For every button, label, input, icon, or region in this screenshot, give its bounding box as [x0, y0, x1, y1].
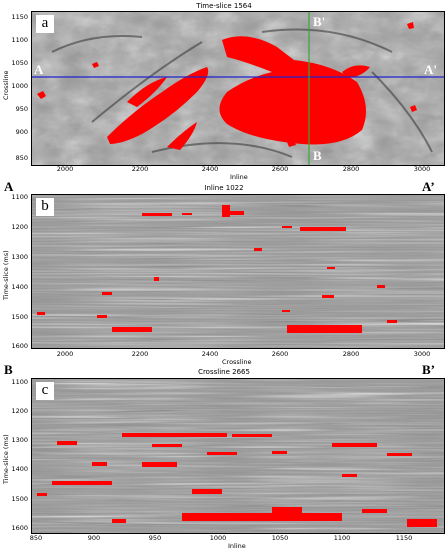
panel-c-title: Crossline 2665 — [198, 368, 250, 376]
panel-c-xtick: 1100 — [333, 534, 351, 542]
panel-c-xtick: 1150 — [395, 534, 413, 542]
marker-B-top: B' — [313, 14, 326, 29]
panel-a-ytick: 850 — [15, 154, 28, 162]
anomaly-bodies — [37, 22, 417, 150]
panel-c-xtick: 950 — [148, 534, 162, 542]
panel-a-ytick: 1150 — [11, 13, 28, 21]
panel-c-ytick: 1300 — [11, 436, 28, 444]
panel-a-ytick: 950 — [15, 105, 28, 113]
marker-B-left-c: B — [4, 362, 13, 377]
panel-b-ytick: 1100 — [11, 193, 28, 201]
time-slice-map: A A' B' B a — [31, 11, 445, 166]
marker-A-right: A' — [424, 62, 437, 77]
panel-c-ytick: 1400 — [11, 465, 28, 473]
panel-a-xtick: 3000 — [413, 165, 431, 173]
panel-b-xtick: 2000 — [56, 350, 74, 358]
panel-a-ytick: 1050 — [11, 59, 28, 67]
anomaly-bodies — [37, 433, 437, 527]
panel-b-title: Inline 1022 — [204, 184, 244, 192]
marker-B-right-c: B’ — [422, 362, 435, 377]
panel-b-ytick: 1500 — [11, 313, 28, 321]
panel-c-xtick: 900 — [87, 534, 101, 542]
panel-b-ytick: 1600 — [11, 342, 28, 350]
panel-a: Time-slice 1564 Crossline 1150 1100 1050… — [0, 0, 448, 181]
panel-b-ytick: 1200 — [11, 223, 28, 231]
panel-c-xtick: 1000 — [209, 534, 227, 542]
panel-b: A A’ Inline 1022 Time-slice (ms) 1100 12… — [0, 179, 448, 366]
inline-section: b — [31, 194, 445, 349]
panel-b-xtick: 3000 — [413, 350, 431, 358]
panel-a-xtick: 2800 — [342, 165, 360, 173]
marker-A-left: A — [34, 62, 44, 77]
panel-c-ytick: 1100 — [11, 378, 28, 386]
panel-a-ytick: 1000 — [11, 82, 28, 90]
panel-b-xtick: 2200 — [131, 350, 149, 358]
panel-c-ytick: 1500 — [11, 495, 28, 503]
panel-b-ytick: 1300 — [11, 253, 28, 261]
panel-c-letter: c — [36, 382, 54, 400]
marker-A-right-b: A’ — [422, 179, 435, 194]
panel-b-xlabel: Crossline — [222, 358, 252, 366]
panel-b-xtick: 2800 — [342, 350, 360, 358]
marker-A-left-b: A — [4, 179, 14, 194]
panel-a-xtick: 2000 — [56, 165, 74, 173]
panel-a-ytick: 900 — [15, 128, 28, 136]
panel-c: B B’ Crossline 2665 Time-slice (ms) 1100… — [0, 362, 448, 550]
panel-c-ytick: 1200 — [11, 407, 28, 415]
panel-a-ytick: 1100 — [11, 36, 28, 44]
panel-c-ytick: 1600 — [11, 524, 28, 532]
panel-b-letter: b — [36, 198, 54, 216]
marker-B-bottom: B — [313, 148, 322, 163]
panel-a-xtick: 2400 — [201, 165, 219, 173]
crossline-section: c — [31, 378, 445, 534]
panel-b-xtick: 2600 — [271, 350, 289, 358]
panel-a-xlabel: Inline — [230, 173, 248, 181]
panel-b-ytick: 1400 — [11, 283, 28, 291]
panel-a-xtick: 2200 — [131, 165, 149, 173]
panel-c-xlabel: Inline — [228, 542, 246, 550]
panel-a-letter: a — [36, 15, 54, 33]
panel-c-xtick: 850 — [29, 534, 43, 542]
anomaly-bodies — [37, 205, 397, 333]
panel-a-xtick: 2600 — [271, 165, 289, 173]
panel-c-xtick: 1050 — [271, 534, 289, 542]
panel-b-xtick: 2400 — [201, 350, 219, 358]
panel-a-title: Time-slice 1564 — [196, 2, 252, 10]
